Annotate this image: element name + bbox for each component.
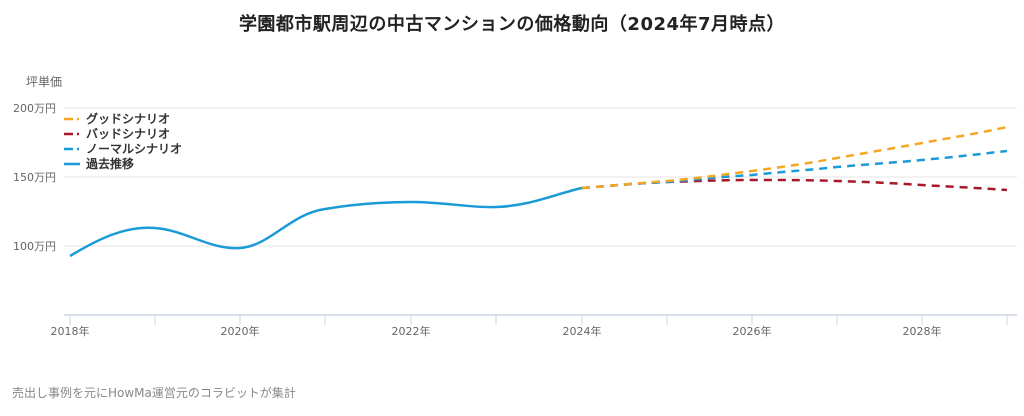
y-tick-100: 100万円	[13, 240, 56, 253]
chart-title: 学園都市駅周辺の中古マンションの価格動向（2024年7月時点）	[238, 14, 786, 35]
x-tick-2020: 2020年	[221, 324, 260, 338]
legend-label-history: 過去推移	[85, 156, 134, 171]
y-tick-200: 200万円	[13, 102, 56, 115]
legend-item-bad[interactable]: バッドシナリオ	[64, 127, 170, 141]
legend: グッドシナリオ バッドシナリオ ノーマルシナリオ 過去推移	[64, 111, 182, 171]
legend-label-good: グッドシナリオ	[86, 111, 170, 126]
series-history-line[interactable]	[69, 186, 583, 258]
legend-label-normal: ノーマルシナリオ	[86, 142, 182, 156]
series-bad-scenario-line[interactable]	[581, 178, 1008, 192]
x-tick-2024: 2024年	[563, 324, 602, 338]
y-axis-label: 坪単価	[26, 75, 63, 89]
x-tick-2026: 2026年	[733, 324, 772, 338]
legend-label-bad: バッドシナリオ	[86, 127, 170, 141]
gridlines	[64, 107, 1017, 247]
series-good-scenario-line[interactable]	[581, 125, 1008, 190]
legend-item-normal[interactable]: ノーマルシナリオ	[64, 142, 182, 156]
x-tick-2018: 2018年	[51, 324, 90, 338]
y-tick-150: 150万円	[13, 171, 56, 184]
legend-item-history[interactable]: 過去推移	[64, 156, 134, 171]
x-tick-2022: 2022年	[392, 324, 431, 338]
x-axis	[64, 314, 1017, 325]
legend-item-good[interactable]: グッドシナリオ	[64, 111, 170, 126]
x-tick-2028: 2028年	[903, 324, 942, 338]
source-note: 売出し事例を元にHowMa運営元のコラビットが集計	[12, 386, 296, 400]
